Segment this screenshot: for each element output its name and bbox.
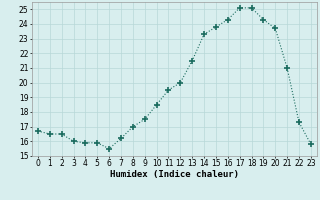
X-axis label: Humidex (Indice chaleur): Humidex (Indice chaleur) bbox=[110, 170, 239, 179]
